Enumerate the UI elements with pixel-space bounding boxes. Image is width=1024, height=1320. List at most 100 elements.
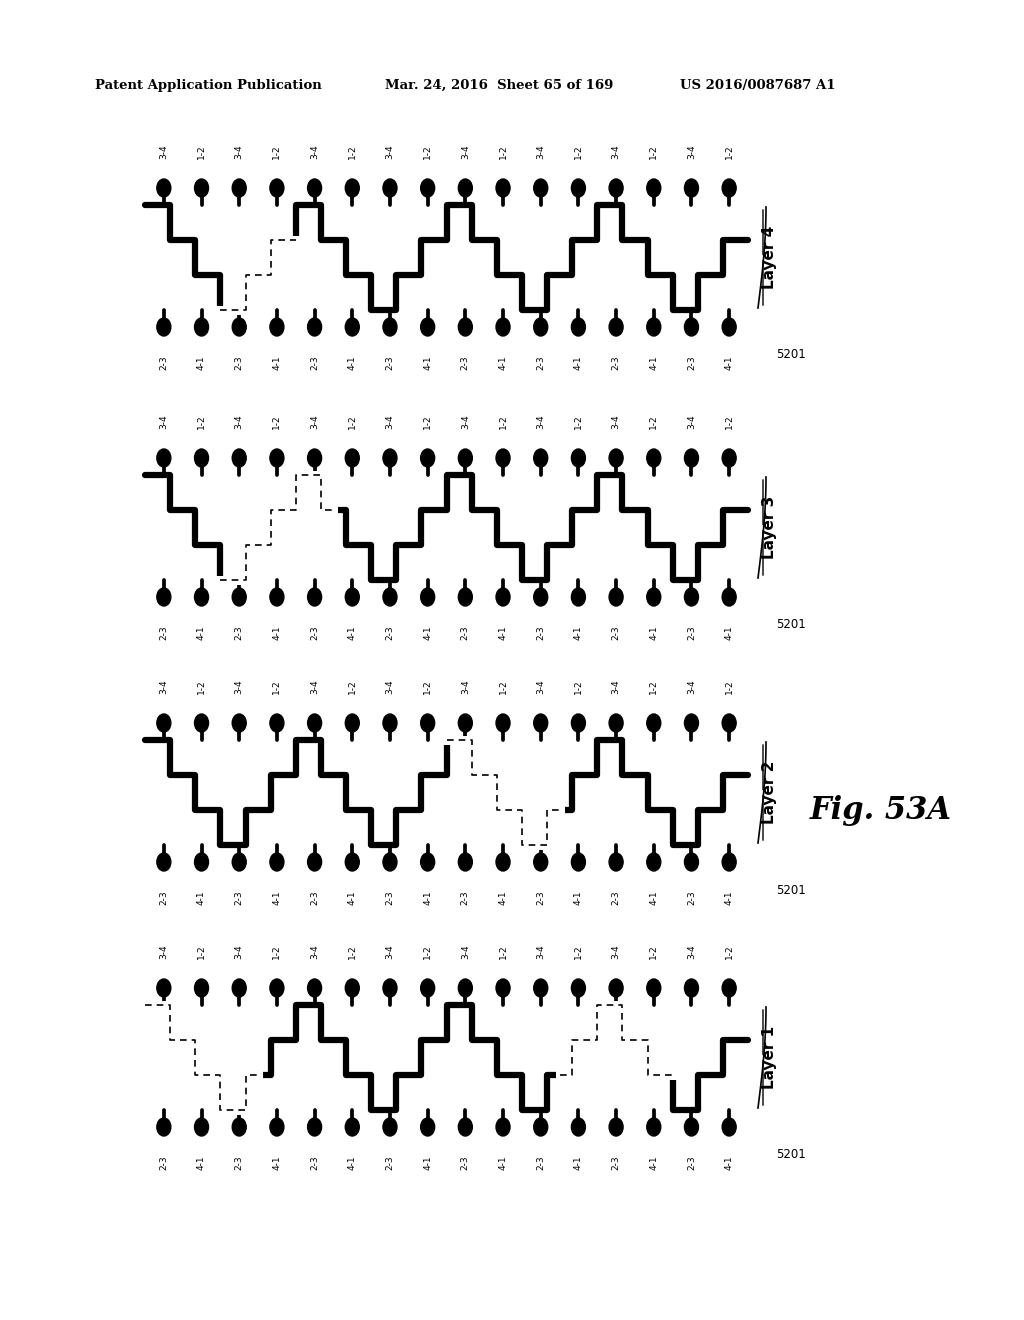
Text: 4-1: 4-1	[573, 355, 583, 371]
Ellipse shape	[534, 587, 548, 606]
Text: 2-3: 2-3	[160, 891, 168, 906]
Text: 2-3: 2-3	[310, 891, 319, 906]
Text: 1-2: 1-2	[573, 145, 583, 160]
Text: 2-3: 2-3	[537, 1156, 545, 1171]
Text: 4-1: 4-1	[348, 355, 356, 371]
Ellipse shape	[684, 1118, 698, 1137]
Text: 1-2: 1-2	[573, 680, 583, 694]
Text: 1-2: 1-2	[197, 414, 206, 429]
Text: 4-1: 4-1	[573, 1156, 583, 1171]
Ellipse shape	[232, 587, 246, 606]
Text: 4-1: 4-1	[272, 1156, 282, 1171]
Text: 3-4: 3-4	[611, 945, 621, 960]
Text: 1-2: 1-2	[649, 945, 658, 960]
Text: 2-3: 2-3	[611, 626, 621, 640]
Ellipse shape	[684, 853, 698, 871]
Text: 3-4: 3-4	[461, 680, 470, 694]
Text: 1-2: 1-2	[499, 680, 508, 694]
Ellipse shape	[270, 180, 284, 197]
Text: 1-2: 1-2	[348, 680, 356, 694]
Ellipse shape	[270, 318, 284, 337]
Text: 4-1: 4-1	[348, 891, 356, 906]
Text: 3-4: 3-4	[461, 945, 470, 960]
Text: Patent Application Publication: Patent Application Publication	[95, 78, 322, 91]
Ellipse shape	[722, 587, 736, 606]
Ellipse shape	[534, 449, 548, 467]
Text: 5201: 5201	[776, 619, 806, 631]
Ellipse shape	[195, 1118, 209, 1137]
Ellipse shape	[609, 1118, 623, 1137]
Text: 5201: 5201	[776, 883, 806, 896]
Text: 3-4: 3-4	[461, 414, 470, 429]
Text: 3-4: 3-4	[687, 945, 696, 960]
Text: 2-3: 2-3	[611, 1156, 621, 1171]
Text: 1-2: 1-2	[348, 945, 356, 960]
Ellipse shape	[459, 318, 472, 337]
Text: 5201: 5201	[776, 348, 806, 362]
Text: 4-1: 4-1	[272, 355, 282, 371]
Ellipse shape	[307, 1118, 322, 1137]
Text: 2-3: 2-3	[537, 626, 545, 640]
Text: Layer 3: Layer 3	[762, 496, 777, 560]
Text: 3-4: 3-4	[160, 414, 168, 429]
Ellipse shape	[307, 318, 322, 337]
Ellipse shape	[157, 979, 171, 997]
Text: 3-4: 3-4	[310, 945, 319, 960]
Text: 1-2: 1-2	[573, 945, 583, 960]
Ellipse shape	[345, 318, 359, 337]
Text: 4-1: 4-1	[499, 1156, 508, 1171]
Ellipse shape	[609, 979, 623, 997]
Ellipse shape	[383, 853, 397, 871]
Ellipse shape	[421, 1118, 434, 1137]
Text: 4-1: 4-1	[197, 626, 206, 640]
Ellipse shape	[647, 853, 660, 871]
Text: 3-4: 3-4	[537, 414, 545, 429]
Text: 2-3: 2-3	[310, 626, 319, 640]
Text: 1-2: 1-2	[649, 414, 658, 429]
Text: 1-2: 1-2	[573, 414, 583, 429]
Ellipse shape	[722, 1118, 736, 1137]
Ellipse shape	[534, 979, 548, 997]
Ellipse shape	[459, 714, 472, 733]
Text: 1-2: 1-2	[649, 680, 658, 694]
Ellipse shape	[157, 587, 171, 606]
Ellipse shape	[647, 449, 660, 467]
Ellipse shape	[232, 853, 246, 871]
Ellipse shape	[459, 587, 472, 606]
Ellipse shape	[270, 449, 284, 467]
Text: 2-3: 2-3	[234, 626, 244, 640]
Text: Layer 2: Layer 2	[762, 760, 777, 824]
Ellipse shape	[609, 853, 623, 871]
Ellipse shape	[647, 318, 660, 337]
Ellipse shape	[496, 449, 510, 467]
Ellipse shape	[571, 714, 586, 733]
Ellipse shape	[684, 714, 698, 733]
Text: 1-2: 1-2	[499, 414, 508, 429]
Text: 4-1: 4-1	[197, 355, 206, 371]
Ellipse shape	[496, 1118, 510, 1137]
Text: 3-4: 3-4	[234, 945, 244, 960]
Text: 4-1: 4-1	[423, 1156, 432, 1171]
Text: 1-2: 1-2	[725, 680, 733, 694]
Text: 3-4: 3-4	[160, 945, 168, 960]
Ellipse shape	[647, 714, 660, 733]
Text: 1-2: 1-2	[423, 945, 432, 960]
Text: 4-1: 4-1	[725, 1156, 733, 1171]
Ellipse shape	[232, 1118, 246, 1137]
Text: US 2016/0087687 A1: US 2016/0087687 A1	[680, 78, 836, 91]
Text: 1-2: 1-2	[423, 145, 432, 160]
Text: 2-3: 2-3	[160, 355, 168, 371]
Ellipse shape	[496, 714, 510, 733]
Ellipse shape	[383, 979, 397, 997]
Text: 3-4: 3-4	[160, 680, 168, 694]
Ellipse shape	[722, 318, 736, 337]
Text: 2-3: 2-3	[611, 355, 621, 371]
Ellipse shape	[459, 449, 472, 467]
Ellipse shape	[684, 449, 698, 467]
Ellipse shape	[383, 1118, 397, 1137]
Ellipse shape	[421, 449, 434, 467]
Text: 2-3: 2-3	[310, 1156, 319, 1171]
Text: 3-4: 3-4	[310, 414, 319, 429]
Text: 3-4: 3-4	[687, 414, 696, 429]
Ellipse shape	[157, 714, 171, 733]
